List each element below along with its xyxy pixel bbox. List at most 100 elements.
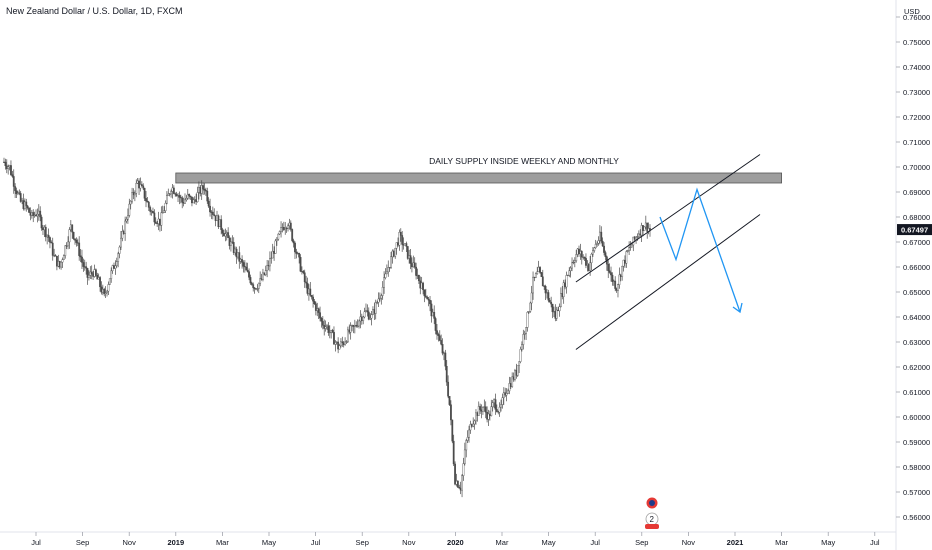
supply-zone[interactable]: [175, 172, 782, 184]
candle-body: [282, 227, 285, 230]
candle-body: [88, 275, 90, 278]
price-tick-label: 0.64000: [903, 313, 930, 322]
candle-body: [601, 240, 604, 247]
candle-body: [207, 200, 210, 207]
candle-body: [632, 236, 635, 246]
candle-body: [198, 187, 200, 193]
candle-body: [592, 250, 594, 255]
event-flag-icon: [645, 524, 659, 529]
candle-body: [598, 231, 601, 241]
candle-body: [171, 187, 174, 192]
candle-body: [165, 195, 168, 204]
candle-body: [369, 317, 372, 320]
candle-body: [241, 259, 243, 263]
candle-body: [391, 250, 394, 257]
channel-lower-line[interactable]: [575, 214, 761, 350]
candle-body: [117, 253, 120, 262]
candle-body: [17, 192, 19, 195]
candle-body: [455, 480, 458, 485]
candle-body: [136, 180, 139, 184]
candle-body: [39, 210, 42, 218]
candle-body: [635, 236, 637, 240]
candle-body: [256, 288, 259, 290]
channel-upper-line[interactable]: [575, 154, 761, 283]
candle-body: [267, 265, 270, 267]
candle-body: [603, 245, 605, 253]
candle-body: [472, 423, 475, 427]
candle-body: [124, 220, 127, 234]
candle-body: [242, 262, 245, 267]
candle-body: [156, 223, 159, 225]
candle-body: [289, 222, 292, 230]
candle-body: [277, 233, 280, 240]
candle-body: [224, 233, 227, 237]
candle-body: [64, 245, 67, 256]
time-tick-label: Nov: [402, 538, 416, 547]
candle-body: [335, 341, 338, 343]
time-tick-label: May: [542, 538, 556, 547]
candle-body: [23, 201, 26, 209]
candle-body: [184, 199, 186, 204]
candle-body: [10, 165, 12, 175]
candle-body: [458, 486, 461, 489]
candle-body: [140, 184, 143, 187]
candle-body: [287, 225, 289, 229]
candle-body: [243, 266, 246, 268]
candle-body: [153, 212, 156, 223]
candle-body: [252, 284, 255, 289]
candle-body: [179, 197, 182, 199]
time-axis[interactable]: Jul Sep Nov 2019 Mar May Jul Sep Nov 2020 Mar May Ju…: [31, 532, 880, 547]
candle-body: [585, 258, 587, 266]
candle-body: [223, 233, 225, 237]
candle-body: [271, 250, 274, 259]
candle-body: [443, 352, 445, 354]
candle-body: [437, 334, 440, 336]
candle-body: [211, 211, 214, 215]
candle-body: [292, 240, 295, 244]
price-tick-label: 0.58000: [903, 463, 930, 472]
candle-body: [649, 228, 651, 230]
price-axis[interactable]: 0.56000 0.57000 0.58000 0.59000 0.60000 0.610…: [896, 13, 930, 522]
candle-body: [353, 325, 356, 327]
candle-body: [554, 311, 557, 319]
candle-body: [626, 250, 629, 252]
candle-body: [619, 274, 622, 277]
candle-body: [431, 311, 434, 317]
candle-body: [189, 195, 192, 198]
candle-body: [317, 308, 320, 313]
candle-body: [398, 232, 401, 246]
candle-body: [139, 184, 142, 189]
candle-body: [298, 253, 301, 258]
candle-body: [476, 412, 479, 416]
candle-body: [305, 281, 308, 284]
event-flag-icon: [649, 500, 655, 506]
candle-body: [167, 193, 170, 196]
candle-body: [523, 333, 526, 335]
candle-body: [583, 256, 586, 259]
candle-body: [248, 271, 250, 278]
candle-body: [553, 311, 555, 313]
candle-body: [433, 311, 436, 319]
candle-body: [21, 200, 23, 202]
candle-body: [491, 402, 494, 407]
candle-body: [352, 325, 355, 327]
candle-body: [461, 475, 463, 491]
candle-body: [625, 251, 628, 264]
candle-body: [328, 332, 331, 334]
economic-events[interactable]: 2: [645, 496, 659, 529]
candle-body: [60, 261, 62, 268]
candle-body: [235, 248, 238, 258]
candle-body: [12, 176, 15, 187]
candle-body: [14, 186, 17, 191]
candle-body: [422, 282, 424, 291]
candle-body: [36, 214, 39, 217]
candle-body: [15, 190, 18, 195]
candle-body: [469, 424, 472, 431]
candle-body: [72, 231, 75, 239]
candle-body: [309, 288, 312, 296]
candle-body: [54, 255, 57, 257]
candle-body: [454, 463, 456, 485]
candle-body: [500, 404, 502, 408]
projection-arrow[interactable]: [659, 187, 741, 313]
